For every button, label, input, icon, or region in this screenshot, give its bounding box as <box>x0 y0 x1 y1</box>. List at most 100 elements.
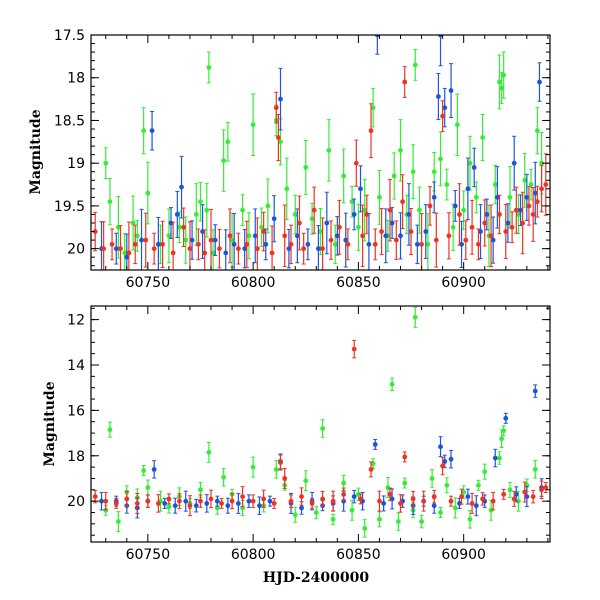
data-point <box>518 207 523 213</box>
data-point <box>141 128 147 134</box>
data-point <box>438 444 443 450</box>
data-point <box>240 207 245 213</box>
data-point <box>431 503 437 509</box>
data-point <box>444 182 450 187</box>
data-point <box>181 224 187 230</box>
data-point <box>139 237 144 243</box>
data-point <box>417 207 422 213</box>
data-point <box>294 233 300 239</box>
data-point <box>265 203 271 209</box>
data-point <box>482 220 488 226</box>
data-point <box>229 237 235 243</box>
data-point <box>509 224 515 230</box>
data-point <box>503 415 509 421</box>
data-point <box>275 135 281 140</box>
data-point <box>528 182 534 187</box>
bottom-panel: 60750 60800 60850 60900 12 14 16 18 20 Magnitude… <box>42 305 551 586</box>
top-axes-frame <box>90 34 551 271</box>
data-point <box>195 241 201 247</box>
data-point <box>402 79 408 85</box>
data-point <box>206 449 212 455</box>
data-point <box>492 455 498 461</box>
data-point <box>229 498 235 504</box>
data-point <box>198 199 203 205</box>
data-point <box>419 519 424 524</box>
data-point <box>309 216 315 222</box>
data-point <box>225 503 231 509</box>
y-tick-label: 20 <box>67 242 85 258</box>
data-point <box>522 177 528 183</box>
data-point <box>246 233 252 239</box>
data-point <box>362 207 368 213</box>
data-point <box>189 237 195 243</box>
bottom-plot-area <box>92 306 549 538</box>
data-point <box>143 237 149 243</box>
data-point <box>501 72 507 78</box>
data-point <box>231 241 237 247</box>
data-point <box>351 494 357 500</box>
data-point <box>511 160 517 166</box>
data-point <box>349 199 355 205</box>
y-tick-label: 19 <box>67 156 85 172</box>
data-point <box>179 184 184 190</box>
data-point <box>337 224 342 230</box>
data-point <box>433 237 439 243</box>
data-point <box>113 246 119 252</box>
data-point <box>187 246 193 252</box>
data-point <box>532 466 538 472</box>
data-point <box>368 128 374 134</box>
data-point <box>377 516 382 522</box>
data-point <box>282 476 288 481</box>
data-point <box>457 501 462 506</box>
data-point <box>326 147 332 153</box>
data-point <box>145 190 151 196</box>
data-point <box>465 186 471 192</box>
data-point <box>539 186 544 192</box>
data-point <box>490 237 496 243</box>
data-point <box>423 229 429 234</box>
data-point <box>381 501 387 506</box>
data-point <box>177 498 182 504</box>
data-point <box>166 496 172 502</box>
data-point <box>320 246 326 252</box>
data-point <box>259 224 264 230</box>
data-point <box>151 246 157 252</box>
data-point <box>250 464 256 470</box>
data-point <box>303 165 309 170</box>
data-point <box>461 207 467 213</box>
data-point <box>126 250 132 256</box>
data-point <box>214 498 220 504</box>
data-point <box>193 503 199 509</box>
data-point <box>366 241 372 247</box>
data-point <box>250 122 256 128</box>
data-point <box>421 498 427 504</box>
data-point <box>170 250 176 256</box>
data-point <box>524 194 530 200</box>
data-point <box>425 241 431 247</box>
x-tick-label: 60750 <box>126 547 171 563</box>
data-point <box>160 241 165 247</box>
data-point <box>206 65 212 70</box>
data-point <box>499 436 504 442</box>
y-tick-label: 18 <box>67 449 85 465</box>
data-point <box>408 229 414 234</box>
data-point <box>389 496 395 502</box>
data-point <box>250 498 256 504</box>
data-point <box>278 139 283 145</box>
data-point <box>480 135 486 140</box>
data-point <box>362 525 368 531</box>
data-point <box>320 426 326 431</box>
data-point <box>198 498 203 504</box>
top-y-axis-label: Magnitude <box>28 109 44 194</box>
data-point <box>263 241 269 247</box>
data-point <box>318 229 323 234</box>
data-point <box>282 233 288 239</box>
data-point <box>208 237 214 243</box>
data-point <box>299 505 304 511</box>
data-point <box>227 233 233 239</box>
data-point <box>526 203 532 209</box>
data-point <box>398 233 403 239</box>
data-point <box>370 105 376 111</box>
data-point <box>448 456 454 462</box>
data-point <box>288 498 294 504</box>
